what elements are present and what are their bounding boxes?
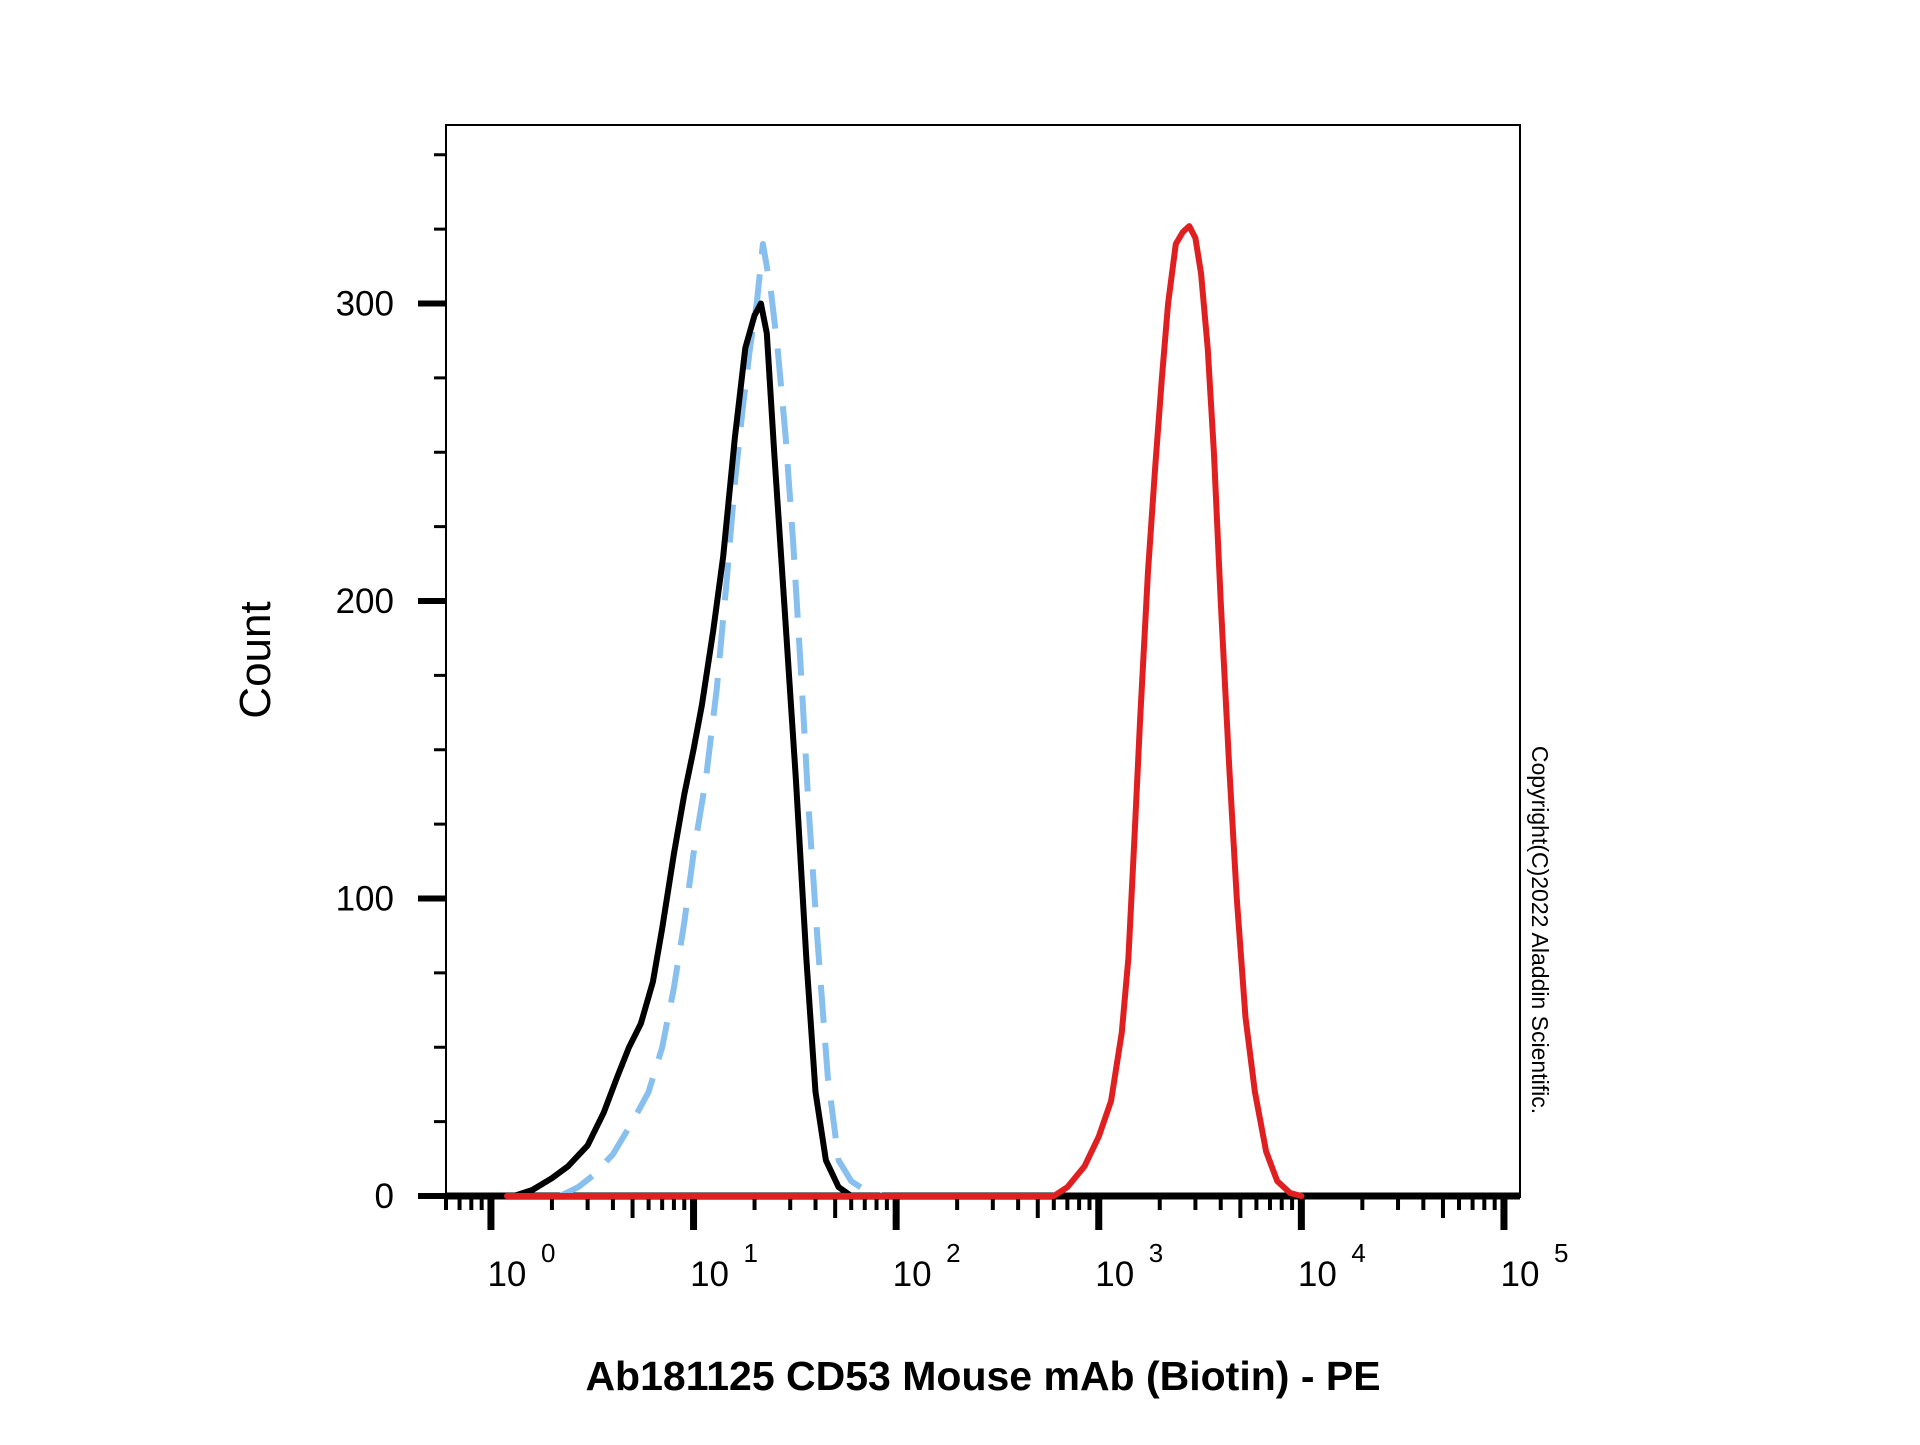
x-tick-base: 10 [1095, 1255, 1134, 1294]
y-tick-label: 100 [336, 880, 394, 919]
x-tick-exponent: 3 [1149, 1238, 1163, 1268]
x-tick-base: 10 [1298, 1255, 1337, 1294]
copyright-text: Copyright(C)2022 Aladdin Scientific. [1527, 746, 1553, 1114]
x-tick-exponent: 5 [1554, 1238, 1568, 1268]
plot-frame [445, 124, 1521, 1198]
x-tick-exponent: 0 [541, 1238, 555, 1268]
y-minor-ticks [434, 153, 446, 1124]
series-curve-2 [504, 223, 1305, 1199]
series-curve-1 [558, 241, 883, 1199]
x-tick-base: 10 [487, 1255, 526, 1294]
series-layer [504, 223, 1305, 1199]
y-axis-title: Count [231, 601, 280, 718]
y-tick-label: 300 [336, 285, 394, 324]
x-tick-base: 10 [1500, 1255, 1539, 1294]
x-tick-base: 10 [893, 1255, 932, 1294]
y-tick-label: 200 [336, 582, 394, 621]
x-tick-exponent: 4 [1351, 1238, 1365, 1268]
x-axis-title: Ab181125 CD53 Mouse mAb (Biotin) - PE [585, 1353, 1380, 1399]
x-tick-exponent: 1 [744, 1238, 758, 1268]
y-tick-label: 0 [375, 1177, 394, 1216]
x-ticks: 10 0 10 1 10 2 10 3 10 4 10 5 [487, 1196, 1568, 1294]
x-tick-exponent: 2 [946, 1238, 960, 1268]
series-curve-0 [511, 300, 855, 1199]
x-minor-ticks [444, 1196, 1497, 1218]
y-ticks: 0 100 200 300 [336, 285, 446, 1216]
x-tick-base: 10 [690, 1255, 729, 1294]
